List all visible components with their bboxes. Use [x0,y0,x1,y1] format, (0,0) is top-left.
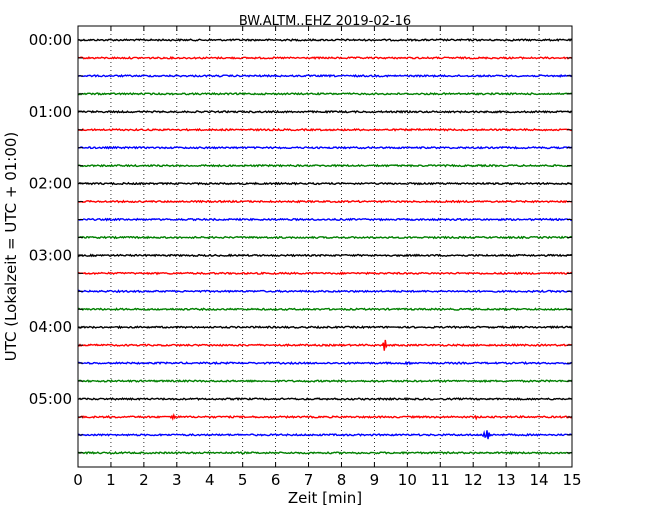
trace-0045 [77,91,573,96]
trace-0030 [77,73,573,78]
trace-0445 [77,379,573,384]
x-tick-label: 3 [172,471,182,489]
trace-0315 [77,271,573,276]
trace-0545 [77,450,573,455]
trace-0515 [77,412,573,421]
y-tick-label: 02:00 [29,175,72,193]
trace-0145 [77,163,573,168]
y-axis-label: UTC (Lokalzeit = UTC + 01:00) [2,132,20,362]
trace-0345 [77,307,573,312]
y-tick-label: 04:00 [29,318,72,336]
y-axis-ticks: 00:00 01:00 02:00 03:00 04:00 05:00 [29,31,572,454]
grid-lines [110,26,540,467]
trace-0430 [77,360,573,366]
traces [77,38,573,455]
x-tick-label: 8 [337,471,347,489]
trace-0015 [77,55,573,60]
trace-0115 [77,127,573,132]
y-tick-label: 03:00 [29,246,72,264]
y-tick-label: 00:00 [29,31,72,49]
trace-0000 [77,38,573,42]
trace-0400 [77,325,573,330]
trace-0415 [77,339,573,351]
chart-title: BW.ALTM..EHZ 2019-02-16 [239,14,411,29]
x-tick-label: 9 [370,471,380,489]
trace-0100 [77,109,573,114]
plot-frame [77,25,573,468]
x-axis-ticks: 0 1 2 3 4 5 6 7 8 9 10 11 12 13 14 15 [73,26,582,489]
trace-0500 [77,396,573,402]
x-tick-label: 12 [464,471,483,489]
x-tick-label: 0 [73,471,83,489]
trace-0130 [77,145,573,150]
x-tick-label: 14 [530,471,549,489]
x-tick-label: 2 [139,471,149,489]
x-tick-label: 6 [271,471,281,489]
trace-0300 [77,253,573,258]
y-tick-label: 01:00 [29,103,72,121]
y-tick-label: 05:00 [29,390,72,408]
x-tick-label: 13 [497,471,516,489]
x-tick-label: 15 [562,471,581,489]
trace-0330 [77,289,573,294]
trace-0530 [77,430,573,440]
x-tick-label: 1 [106,471,116,489]
x-tick-label: 10 [398,471,417,489]
x-tick-label: 11 [431,471,450,489]
trace-0230 [77,217,573,222]
x-axis-label: Zeit [min] [288,489,362,507]
x-tick-label: 5 [238,471,248,489]
trace-0245 [77,235,573,240]
x-tick-label: 7 [304,471,314,489]
trace-0200 [77,181,573,186]
x-tick-label: 4 [205,471,215,489]
trace-0215 [77,199,573,204]
